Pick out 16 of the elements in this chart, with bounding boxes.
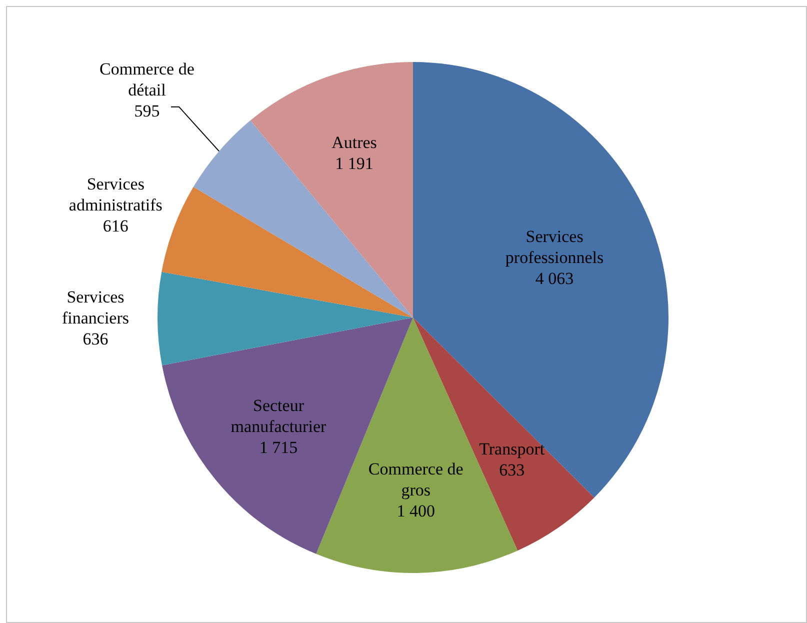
data-label: 636 — [82, 329, 108, 348]
slice-label: Autres — [332, 132, 377, 152]
data-label: 616 — [102, 216, 128, 236]
slice-label: Secteur manufacturier — [230, 396, 326, 436]
data-label: 4 063 — [535, 269, 574, 288]
slice-label: Services administratifs — [68, 174, 162, 215]
data-label: 1 715 — [259, 438, 298, 457]
data-label: 595 — [134, 101, 160, 120]
slice-label: Commerce de gros — [368, 460, 464, 500]
slice-label: Services financiers — [62, 287, 130, 328]
data-label: 1 191 — [335, 154, 374, 173]
slice-label: Transport — [479, 439, 545, 458]
data-label: 1 400 — [396, 502, 435, 521]
slice-label: Services professionnels — [505, 227, 604, 268]
slice-label: Commerce de détail — [100, 59, 194, 100]
data-label: 633 — [499, 460, 525, 480]
